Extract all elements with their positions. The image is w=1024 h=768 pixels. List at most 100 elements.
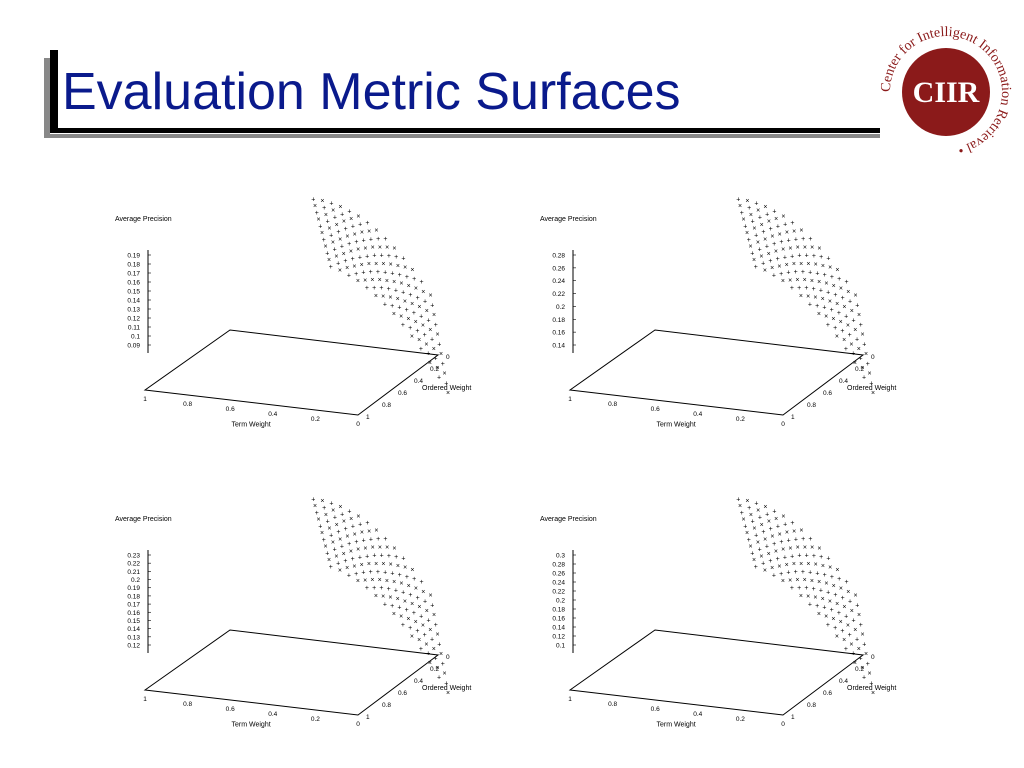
surface-point: ×: [846, 323, 850, 330]
surface-point: ×: [432, 346, 436, 353]
surface-point: ×: [353, 531, 357, 538]
surface-point: +: [358, 254, 362, 261]
z-tick-label: 0.16: [127, 610, 140, 617]
surface-point: +: [329, 564, 333, 571]
surface-point: ×: [806, 261, 810, 268]
surface-point: +: [412, 310, 416, 317]
y-tick-label: 1: [366, 714, 370, 721]
surface-point: +: [804, 585, 808, 592]
surface-point: ×: [810, 245, 814, 252]
surface-point: +: [347, 572, 351, 579]
surface-point: ×: [370, 577, 374, 584]
surface-point: +: [405, 574, 409, 581]
surface-point: +: [437, 674, 441, 681]
surface-point: +: [351, 524, 355, 531]
surface-point: +: [862, 641, 866, 648]
surface-point: +: [826, 256, 830, 263]
surface-point: +: [372, 285, 376, 292]
surface-point: +: [369, 536, 373, 543]
surface-point: ×: [342, 251, 346, 258]
surface-point: +: [329, 500, 333, 507]
z-tick-label: 0.17: [127, 602, 140, 609]
surface-point: ×: [853, 660, 857, 667]
surface-point: +: [394, 288, 398, 295]
surface-point: +: [433, 355, 437, 362]
surface-point: +: [851, 651, 855, 658]
surface-point: +: [797, 285, 801, 292]
surface-point: ×: [806, 293, 810, 300]
z-tick-label: 0.14: [127, 626, 140, 633]
surface-point: +: [754, 264, 758, 271]
surface-point: +: [783, 254, 787, 261]
surface-point: +: [761, 561, 765, 568]
surface-point: ×: [371, 245, 375, 252]
surface-point: +: [408, 625, 412, 632]
surface-point: +: [387, 553, 391, 560]
surface-point: +: [758, 247, 762, 254]
surface-point: ×: [381, 261, 385, 268]
surface-point: +: [376, 269, 380, 276]
surface-point: ×: [417, 637, 421, 644]
surface-point: ×: [385, 545, 389, 552]
surface-point: ×: [857, 346, 861, 353]
title-accent-bar: [50, 50, 58, 130]
surface-point: +: [372, 585, 376, 592]
surface-point: +: [751, 519, 755, 526]
surface-point: ×: [403, 565, 407, 572]
surface-point: ×: [831, 616, 835, 623]
surface-point: ×: [759, 554, 763, 561]
surface-point: +: [812, 286, 816, 293]
surface-point: +: [768, 558, 772, 565]
surface-point: ×: [410, 634, 414, 641]
surface-point: ×: [428, 293, 432, 300]
surface-point: +: [347, 541, 351, 548]
surface-point: ×: [813, 294, 817, 301]
surface-point: +: [354, 571, 358, 578]
surface-point: ×: [324, 212, 328, 219]
surface-point: +: [325, 550, 329, 557]
z-tick-label: 0.19: [127, 585, 140, 592]
surface-point: +: [423, 598, 427, 605]
x-tick-label: 0.2: [736, 716, 745, 723]
surface-point: ×: [410, 601, 414, 608]
y-tick-label: 0: [871, 654, 875, 661]
surface-point: ×: [752, 257, 756, 264]
surface-point: ×: [788, 277, 792, 284]
surface-point: +: [333, 215, 337, 222]
surface-point: ×: [871, 390, 875, 397]
surface-point: ×: [839, 586, 843, 593]
surface-point: ×: [817, 545, 821, 552]
surface-point: +: [750, 550, 754, 557]
surface-point: ×: [313, 203, 317, 210]
surface-point: +: [758, 515, 762, 522]
surface-point: ×: [360, 530, 364, 537]
surface-point: ×: [378, 277, 382, 284]
surface-point: ×: [756, 208, 760, 215]
surface-point: ×: [349, 516, 353, 523]
surface-point: ×: [349, 248, 353, 255]
surface-point: +: [401, 622, 405, 629]
surface-point: +: [855, 636, 859, 643]
surface-point: ×: [749, 244, 753, 251]
surface-point: ×: [392, 545, 396, 552]
ciir-logo: CIIR Center for Intelligent Information …: [876, 22, 1016, 162]
surface-point: ×: [324, 244, 328, 251]
surface-point: +: [750, 250, 754, 257]
surface-point: +: [786, 270, 790, 277]
surface-point: +: [844, 646, 848, 653]
surface-point: ×: [432, 612, 436, 619]
surface-point: ×: [806, 593, 810, 600]
z-tick-label: 0.26: [552, 265, 565, 272]
surface-point: ×: [313, 503, 317, 510]
base-plane: [143, 629, 440, 716]
surface-point: ×: [792, 228, 796, 235]
surface-point: +: [761, 261, 765, 268]
surface-point: ×: [378, 244, 382, 251]
surface-point: ×: [813, 594, 817, 601]
surface-point: ×: [781, 514, 785, 521]
surface-point: ×: [853, 593, 857, 600]
surface-point: +: [801, 269, 805, 276]
surface-point: ×: [403, 298, 407, 305]
z-tick-label: 0.16: [552, 330, 565, 337]
surface-point: ×: [327, 526, 331, 533]
